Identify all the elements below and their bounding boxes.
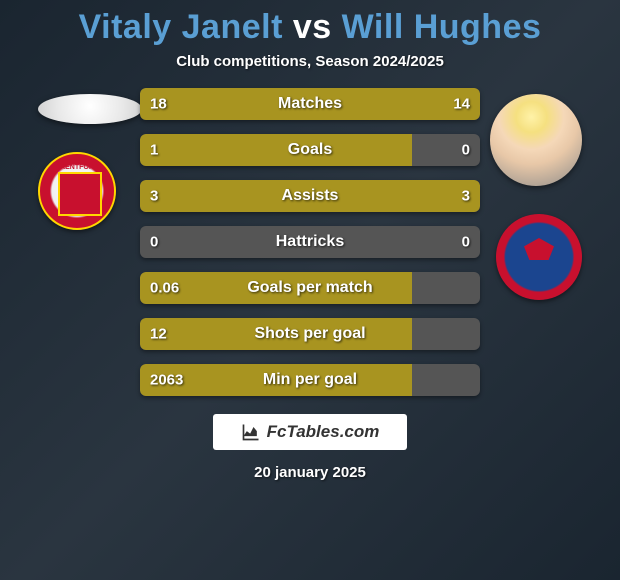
date: 20 january 2025	[254, 464, 366, 481]
player2-club-badge	[496, 214, 582, 300]
stat-label: Assists	[140, 187, 480, 205]
stat-label: Goals	[140, 141, 480, 159]
player2-column	[480, 88, 590, 300]
stat-label: Min per goal	[140, 371, 480, 389]
title-player2: Will Hughes	[342, 8, 542, 46]
title-player1: Vitaly Janelt	[79, 8, 283, 46]
stats-column: 18Matches141Goals03Assists30Hattricks00.…	[140, 88, 480, 396]
comparison-row: BRENTFORD 18Matches141Goals03Assists30Ha…	[0, 88, 620, 396]
stat-row: 0.06Goals per match	[140, 272, 480, 304]
watermark-text: FcTables.com	[267, 422, 380, 442]
club1-badge-text: BRENTFORD	[40, 164, 114, 171]
stat-value-right: 14	[453, 96, 470, 113]
stat-label: Goals per match	[140, 279, 480, 297]
stat-row: 12Shots per goal	[140, 318, 480, 350]
stat-row: 2063Min per goal	[140, 364, 480, 396]
subtitle: Club competitions, Season 2024/2025	[176, 53, 444, 70]
player1-column: BRENTFORD	[30, 88, 140, 230]
page-title: Vitaly Janelt vs Will Hughes	[79, 8, 542, 47]
title-vs: vs	[293, 8, 332, 46]
chart-icon	[241, 422, 261, 442]
stat-row: 1Goals0	[140, 134, 480, 166]
stat-label: Hattricks	[140, 233, 480, 251]
stat-label: Matches	[140, 95, 480, 113]
watermark: FcTables.com	[213, 414, 408, 450]
stat-label: Shots per goal	[140, 325, 480, 343]
stat-value-right: 0	[462, 234, 470, 251]
stat-value-right: 0	[462, 142, 470, 159]
stat-row: 0Hattricks0	[140, 226, 480, 258]
stat-value-right: 3	[462, 188, 470, 205]
player1-club-badge: BRENTFORD	[38, 152, 116, 230]
player2-avatar	[490, 94, 582, 186]
stat-row: 18Matches14	[140, 88, 480, 120]
player1-avatar	[38, 94, 142, 124]
stat-row: 3Assists3	[140, 180, 480, 212]
